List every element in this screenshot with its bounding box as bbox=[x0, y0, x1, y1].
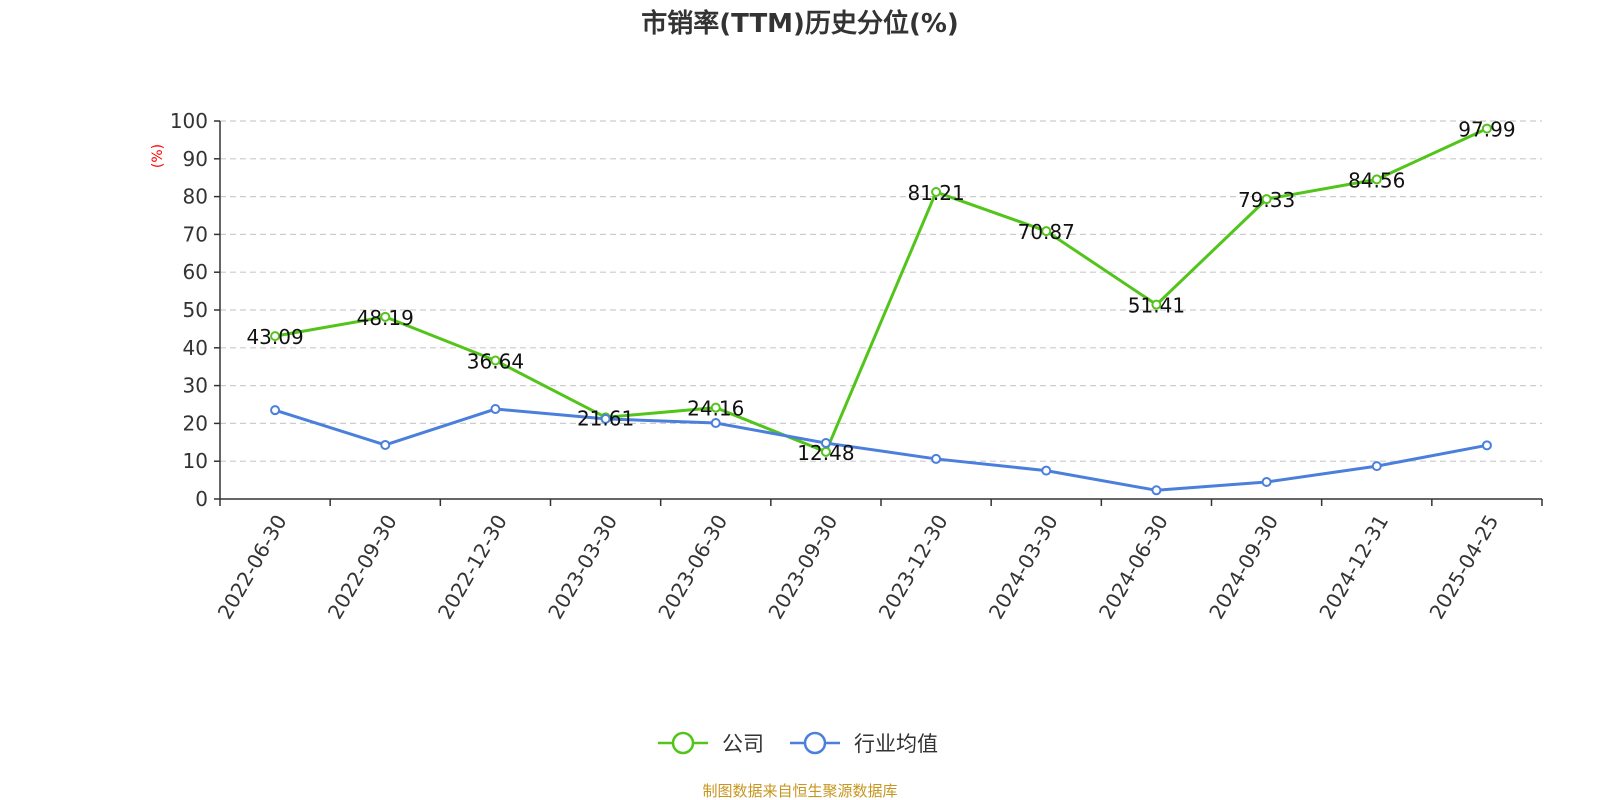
y-tick-label: 50 bbox=[183, 298, 208, 322]
x-tick-label: 2023-12-30 bbox=[874, 510, 953, 623]
x-tick-label: 2022-09-30 bbox=[323, 511, 402, 624]
y-tick-label: 0 bbox=[195, 487, 208, 511]
y-tick-label: 10 bbox=[183, 449, 208, 473]
data-point bbox=[931, 187, 942, 198]
legend: 公司 行业均值 bbox=[658, 731, 938, 756]
x-tick-label: 2024-03-30 bbox=[984, 511, 1063, 624]
data-point bbox=[380, 311, 391, 322]
x-tick-label: 2024-09-30 bbox=[1204, 511, 1283, 624]
y-tick-label: 80 bbox=[183, 185, 208, 209]
data-point bbox=[1481, 123, 1492, 134]
data-label: 81.21 bbox=[907, 181, 964, 205]
data-point bbox=[710, 418, 721, 429]
data-point bbox=[1041, 465, 1052, 476]
data-label: 70.87 bbox=[1018, 220, 1075, 244]
data-point bbox=[1371, 174, 1382, 185]
data-point bbox=[490, 355, 501, 366]
grid-lines bbox=[220, 120, 1542, 462]
y-tick-label: 70 bbox=[183, 222, 208, 246]
chart-title: 市销率(TTM)历史分位(%) bbox=[641, 8, 959, 39]
legend-label: 行业均值 bbox=[854, 732, 938, 756]
y-tick-label: 90 bbox=[183, 147, 208, 171]
data-point bbox=[1151, 299, 1162, 310]
data-point bbox=[270, 405, 281, 416]
data-point bbox=[1151, 485, 1162, 496]
data-label: 48.19 bbox=[357, 306, 414, 330]
legend-item-1: 行业均值 bbox=[790, 731, 938, 756]
data-label: 84.56 bbox=[1348, 168, 1405, 192]
data-point bbox=[931, 453, 942, 464]
data-point bbox=[820, 438, 831, 449]
data-label: 51.41 bbox=[1128, 294, 1185, 318]
legend-swatch-marker bbox=[803, 731, 827, 755]
legend-swatch-marker bbox=[671, 731, 695, 755]
data-label: 12.48 bbox=[797, 441, 854, 465]
legend-label: 公司 bbox=[722, 732, 764, 756]
y-axis-label: (%) bbox=[150, 144, 166, 168]
data-point bbox=[1041, 226, 1052, 237]
data-point bbox=[1261, 194, 1272, 205]
data-point bbox=[380, 439, 391, 450]
series-lines bbox=[270, 123, 1492, 496]
data-point bbox=[600, 413, 611, 424]
y-tick-label: 60 bbox=[183, 260, 208, 284]
x-tick-label: 2022-06-30 bbox=[213, 511, 292, 624]
data-labels: 43.09 48.19 36.64 21.61 24.16 12.48 81.21 70.87… bbox=[246, 118, 1515, 465]
data-point bbox=[490, 404, 501, 415]
x-tick-label: 2025-04-25 bbox=[1424, 511, 1503, 624]
y-tick-label: 20 bbox=[183, 411, 208, 435]
data-label: 21.61 bbox=[577, 406, 634, 430]
x-tick-label: 2023-09-30 bbox=[763, 511, 842, 624]
data-point bbox=[710, 402, 721, 413]
series-line-0 bbox=[274, 127, 1488, 454]
data-label: 43.09 bbox=[246, 325, 303, 349]
data-point bbox=[1481, 440, 1492, 451]
data-point bbox=[1261, 476, 1272, 487]
source-note: 制图数据来自恒生聚源数据库 bbox=[702, 782, 897, 800]
x-tick-label: 2024-12-31 bbox=[1314, 511, 1393, 624]
data-label: 79.33 bbox=[1238, 188, 1295, 212]
x-tick-label: 2022-12-30 bbox=[433, 510, 512, 623]
series-line-1 bbox=[274, 407, 1488, 492]
x-tick-label: 2023-06-30 bbox=[653, 511, 732, 624]
data-label: 36.64 bbox=[467, 350, 524, 374]
data-point bbox=[270, 331, 281, 342]
y-tick-label: 30 bbox=[183, 374, 208, 398]
y-tick-label: 100 bbox=[170, 109, 208, 133]
x-tick-label: 2023-03-30 bbox=[543, 511, 622, 624]
x-tick-label: 2024-06-30 bbox=[1094, 511, 1173, 624]
y-tick-label: 40 bbox=[183, 336, 208, 360]
legend-item-0: 公司 bbox=[658, 731, 764, 756]
data-point bbox=[1371, 461, 1382, 472]
data-label: 97.99 bbox=[1458, 118, 1515, 142]
data-label: 24.16 bbox=[687, 397, 744, 421]
